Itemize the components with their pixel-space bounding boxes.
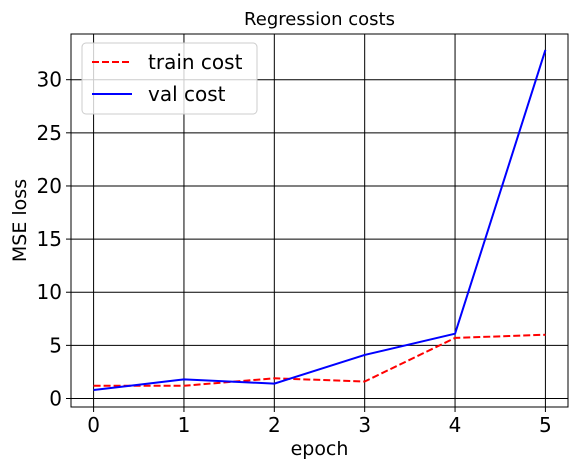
- y-tick-label: 20: [37, 174, 62, 198]
- x-axis-ticks: 0 1 2 3 4 5: [87, 407, 552, 437]
- x-tick-label: 0: [87, 413, 100, 437]
- x-tick-label: 5: [539, 413, 552, 437]
- chart-title: Regression costs: [244, 9, 395, 30]
- y-tick-label: 0: [49, 386, 62, 410]
- x-tick-label: 3: [358, 413, 371, 437]
- legend-label: val cost: [148, 82, 226, 106]
- legend-label: train cost: [148, 50, 243, 74]
- series-line-1: [93, 333, 546, 387]
- y-tick-label: 15: [37, 227, 62, 251]
- y-tick-label: 25: [37, 121, 62, 145]
- y-tick-label: 30: [37, 68, 62, 92]
- x-axis-label: epoch: [291, 438, 349, 460]
- x-tick-label: 1: [178, 413, 191, 437]
- x-tick-label: 4: [449, 413, 462, 437]
- y-tick-label: 10: [37, 280, 62, 304]
- y-axis-label: MSE loss: [9, 179, 31, 262]
- series-lines: [93, 49, 547, 391]
- x-tick-label: 2: [268, 413, 281, 437]
- legend-box: [81, 42, 258, 115]
- y-tick-label: 5: [49, 333, 62, 357]
- series-line-2: [93, 49, 547, 391]
- legend: train cost val cost: [81, 42, 258, 115]
- y-axis-ticks: 0 5 10 15 20 25 30: [37, 68, 71, 410]
- plot-frame: [70, 33, 569, 408]
